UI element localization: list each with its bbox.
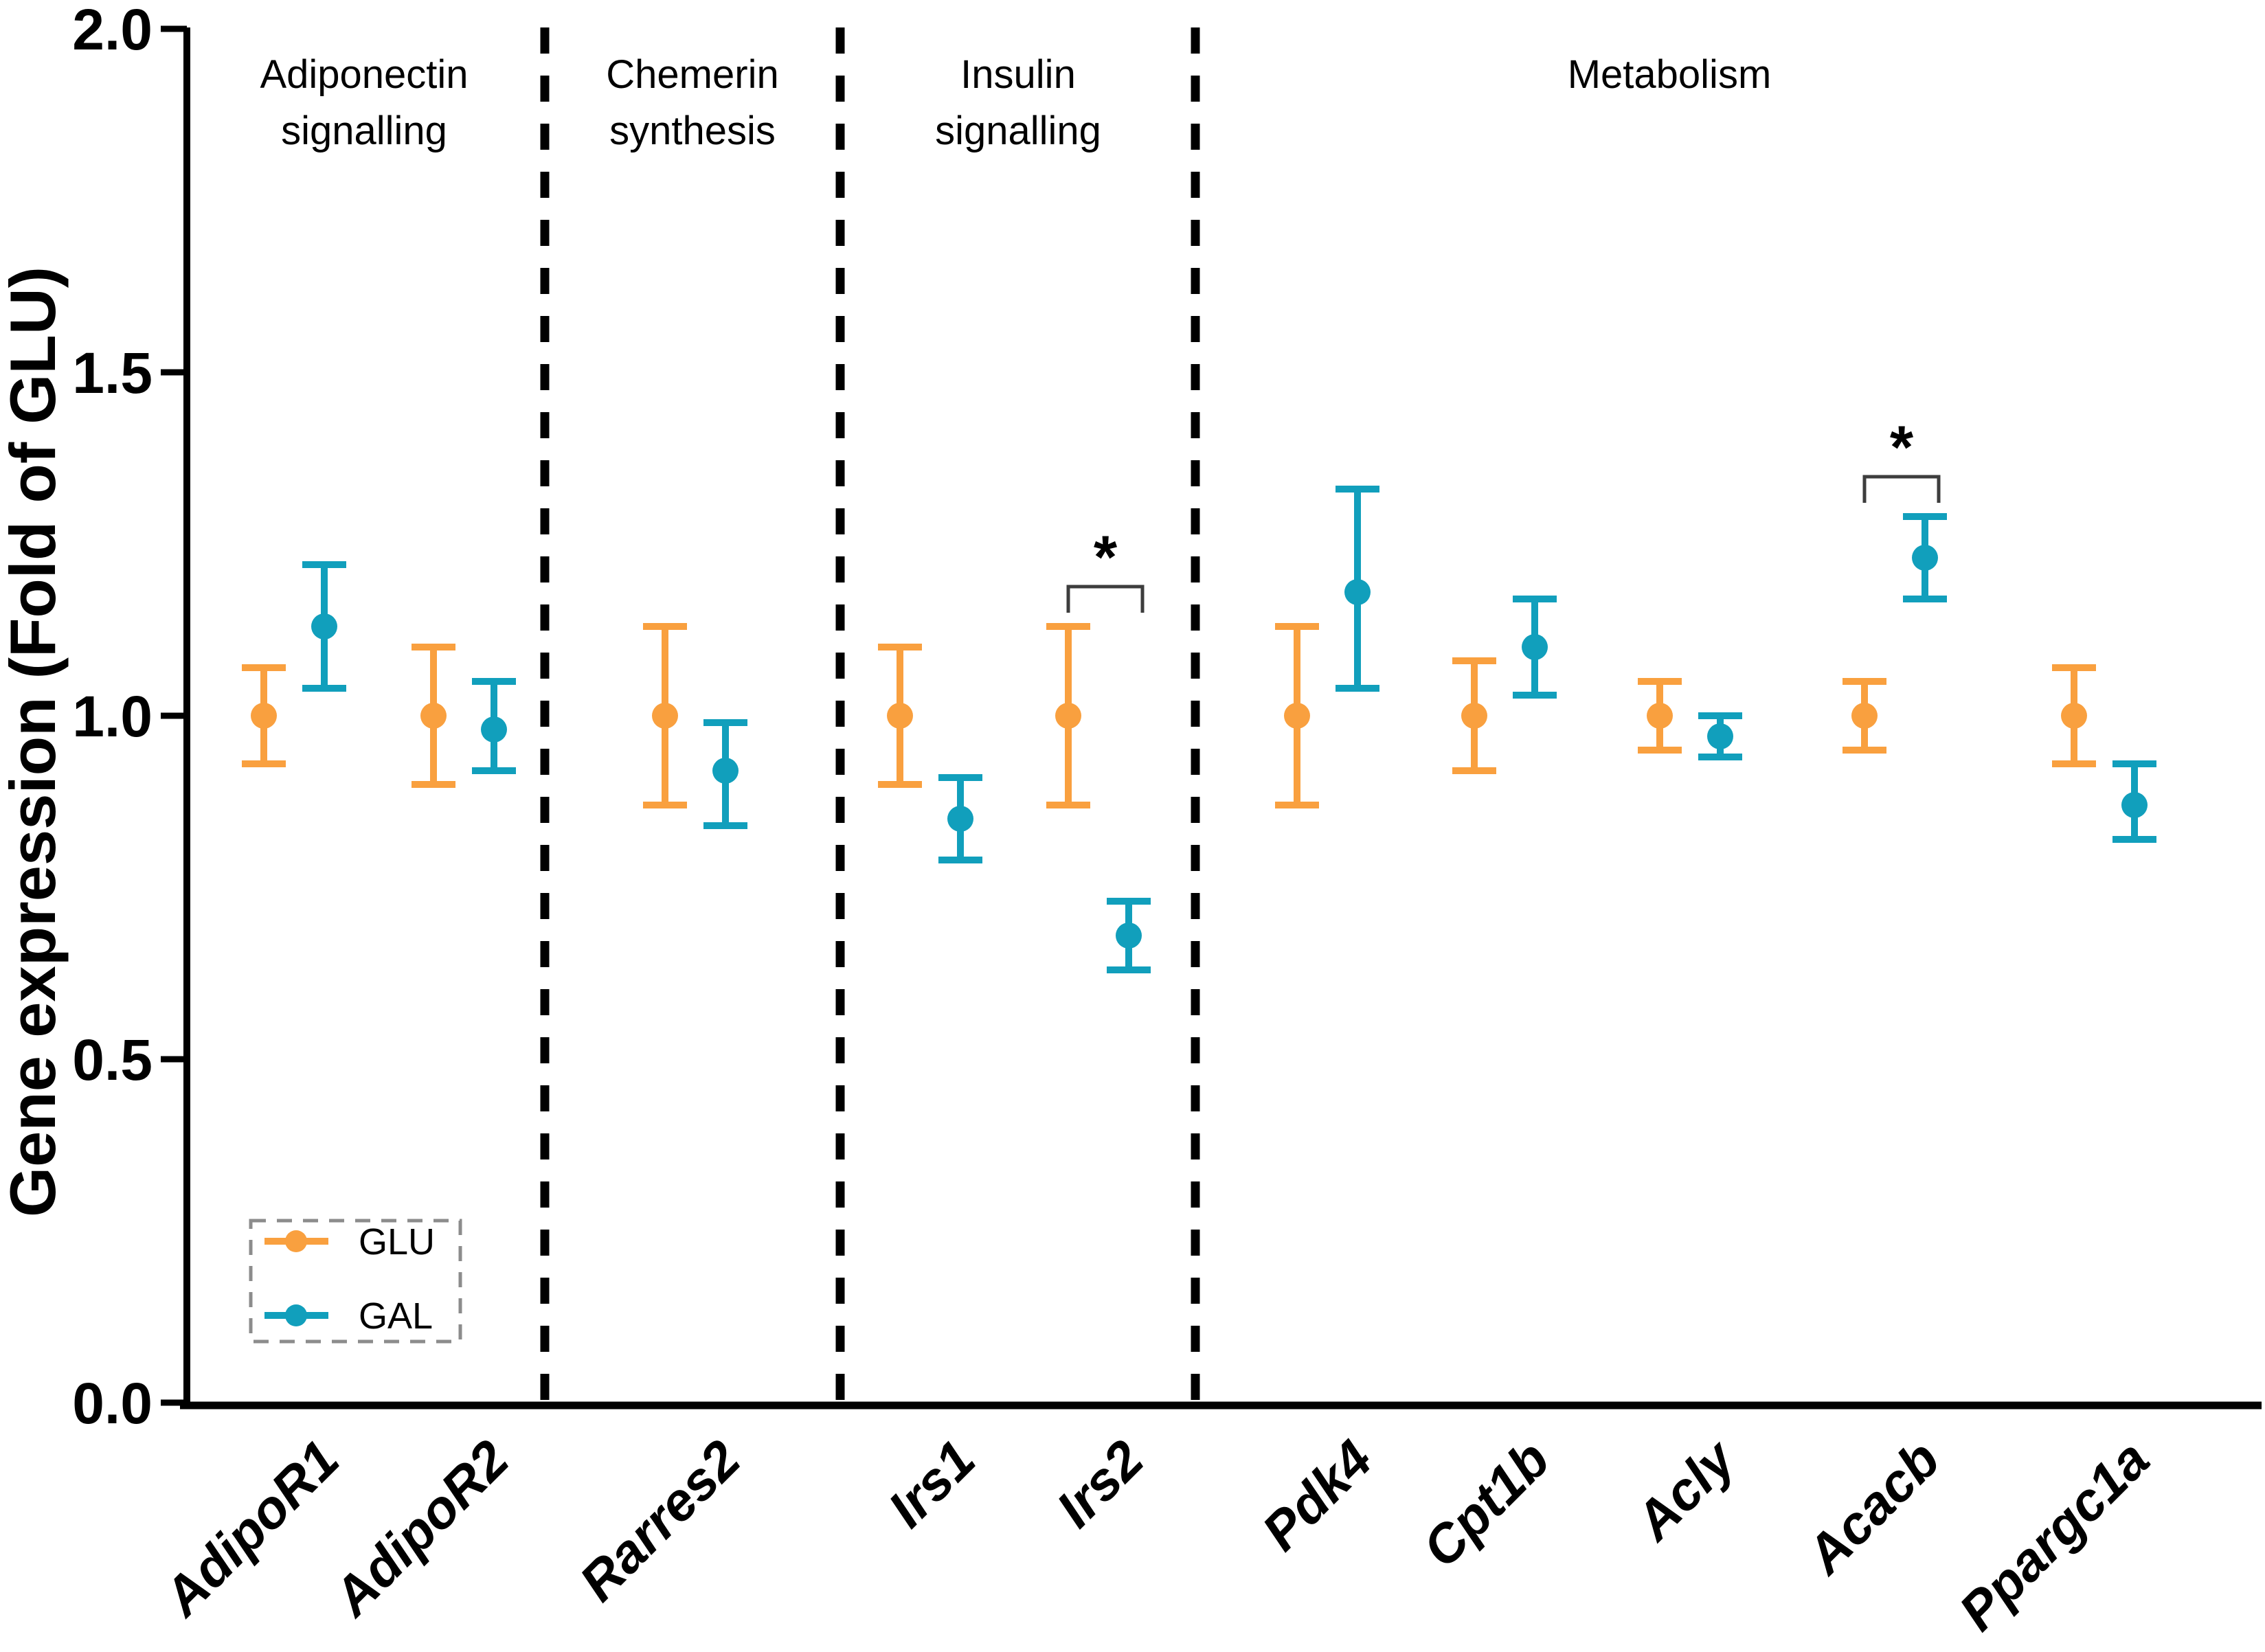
section-label-line: Adiponectin [260, 52, 468, 97]
mean-marker-dot [887, 703, 913, 729]
significance-bracket [1066, 585, 1145, 613]
significance-acacb: * [1862, 413, 1941, 503]
section-label-line: signalling [281, 109, 447, 153]
significance-irs2: * [1066, 523, 1145, 613]
gene-label-pdk4: Pdk4 [1250, 1429, 1384, 1562]
section-label-insulin-signalling: Insulin signalling [935, 52, 1101, 153]
gene-label-irs2: Irs2 [1045, 1429, 1155, 1539]
errorbar-glu-irs2 [1046, 623, 1090, 808]
errorbar-glu-irs1 [878, 644, 922, 788]
errorbar-gal-rarres2 [703, 719, 747, 829]
errorbar-gal-ppargc1a [2112, 760, 2156, 843]
mean-marker-dot [311, 613, 337, 640]
errorbar-gal-adipor1 [302, 561, 346, 692]
gene-label-rarres2: Rarres2 [567, 1429, 752, 1613]
mean-marker-dot [251, 703, 277, 729]
legend-label: GAL [359, 1295, 433, 1337]
errorbar-glu-acly [1638, 678, 1682, 754]
y-axis-title: Gene expression (Fold of GLU) [0, 267, 69, 1217]
gene-label-acacb: Acacb [1794, 1429, 1951, 1586]
mean-marker-dot [1461, 703, 1487, 729]
y-tick-label-1.0: 1.0 [72, 684, 153, 749]
y-tick-label-0.0: 0.0 [72, 1371, 153, 1436]
errorbar-gal-cpt1b [1513, 596, 1557, 699]
legend: GLU GAL [249, 1219, 462, 1344]
gene-label-adipor2: AdipoR2 [321, 1429, 520, 1628]
section-label-chemerin-synthesis: Chemerin synthesis [606, 52, 778, 153]
mean-marker-dot [1707, 723, 1733, 749]
significance-bracket [1862, 475, 1941, 503]
errorbar-glu-acacb [1843, 678, 1886, 754]
legend-box [249, 1219, 462, 1344]
legend-marker-dot [285, 1304, 307, 1326]
y-tick-label-1.5: 1.5 [72, 341, 153, 405]
errorbar-gal-acacb [1903, 513, 1947, 602]
mean-marker-dot [1344, 579, 1371, 605]
errorbar-gal-acly [1698, 712, 1742, 760]
section-label-line: Metabolism [1568, 52, 1772, 97]
mean-marker-dot [712, 758, 739, 784]
errorbar-gal-irs1 [938, 774, 982, 863]
errorbar-glu-adipor1 [242, 664, 286, 767]
mean-marker-dot [947, 806, 973, 832]
section-label-line: synthesis [609, 109, 776, 153]
mean-marker-dot [1647, 703, 1673, 729]
gene-label-adipor1: AdipoR1 [151, 1429, 350, 1628]
mean-marker-dot [1116, 923, 1142, 949]
legend-item-glu: GLU [264, 1221, 435, 1263]
significance-star: * [1094, 523, 1118, 591]
section-label-metabolism: Metabolism [1568, 52, 1772, 97]
errorbar-glu-rarres2 [643, 623, 687, 808]
section-label-line: Insulin [960, 52, 1076, 97]
y-tick-label-2.0: 2.0 [72, 0, 153, 62]
errorbar-gal-adipor2 [472, 678, 516, 774]
mean-marker-dot [652, 703, 678, 729]
gene-label-ppargc1a: Ppargc1a [1947, 1429, 2161, 1642]
gene-label-cpt1b: Cpt1b [1411, 1429, 1561, 1579]
errorbar-gal-pdk4 [1336, 486, 1379, 692]
section-label-line: Chemerin [606, 52, 778, 97]
mean-marker-dot [420, 703, 447, 729]
significance-star: * [1890, 413, 1914, 481]
gene-label-acly: Acly [1623, 1427, 1748, 1552]
section-label-line: signalling [935, 109, 1101, 153]
mean-marker-dot [1912, 545, 1938, 571]
legend-item-gal: GAL [264, 1295, 433, 1337]
errorbar-glu-pdk4 [1275, 623, 1319, 808]
legend-label: GLU [359, 1221, 435, 1263]
gene-label-irs1: Irs1 [877, 1429, 987, 1539]
mean-marker-dot [2061, 703, 2087, 729]
mean-marker-dot [1055, 703, 1081, 729]
errorbar-gal-irs2 [1107, 898, 1151, 973]
mean-marker-dot [1851, 703, 1878, 729]
mean-marker-dot [2121, 792, 2148, 818]
mean-marker-dot [1284, 703, 1310, 729]
errorbar-glu-ppargc1a [2052, 664, 2096, 767]
series-gal [302, 486, 2156, 973]
series-glu [242, 623, 2096, 808]
legend-marker-dot [285, 1230, 307, 1252]
errorbar-glu-cpt1b [1452, 657, 1496, 774]
errorbar-glu-adipor2 [412, 644, 455, 788]
mean-marker-dot [1522, 634, 1548, 660]
y-tick-label-0.5: 0.5 [72, 1028, 153, 1092]
mean-marker-dot [481, 716, 507, 743]
section-label-adiponectin-signalling: Adiponectin signalling [260, 52, 468, 153]
